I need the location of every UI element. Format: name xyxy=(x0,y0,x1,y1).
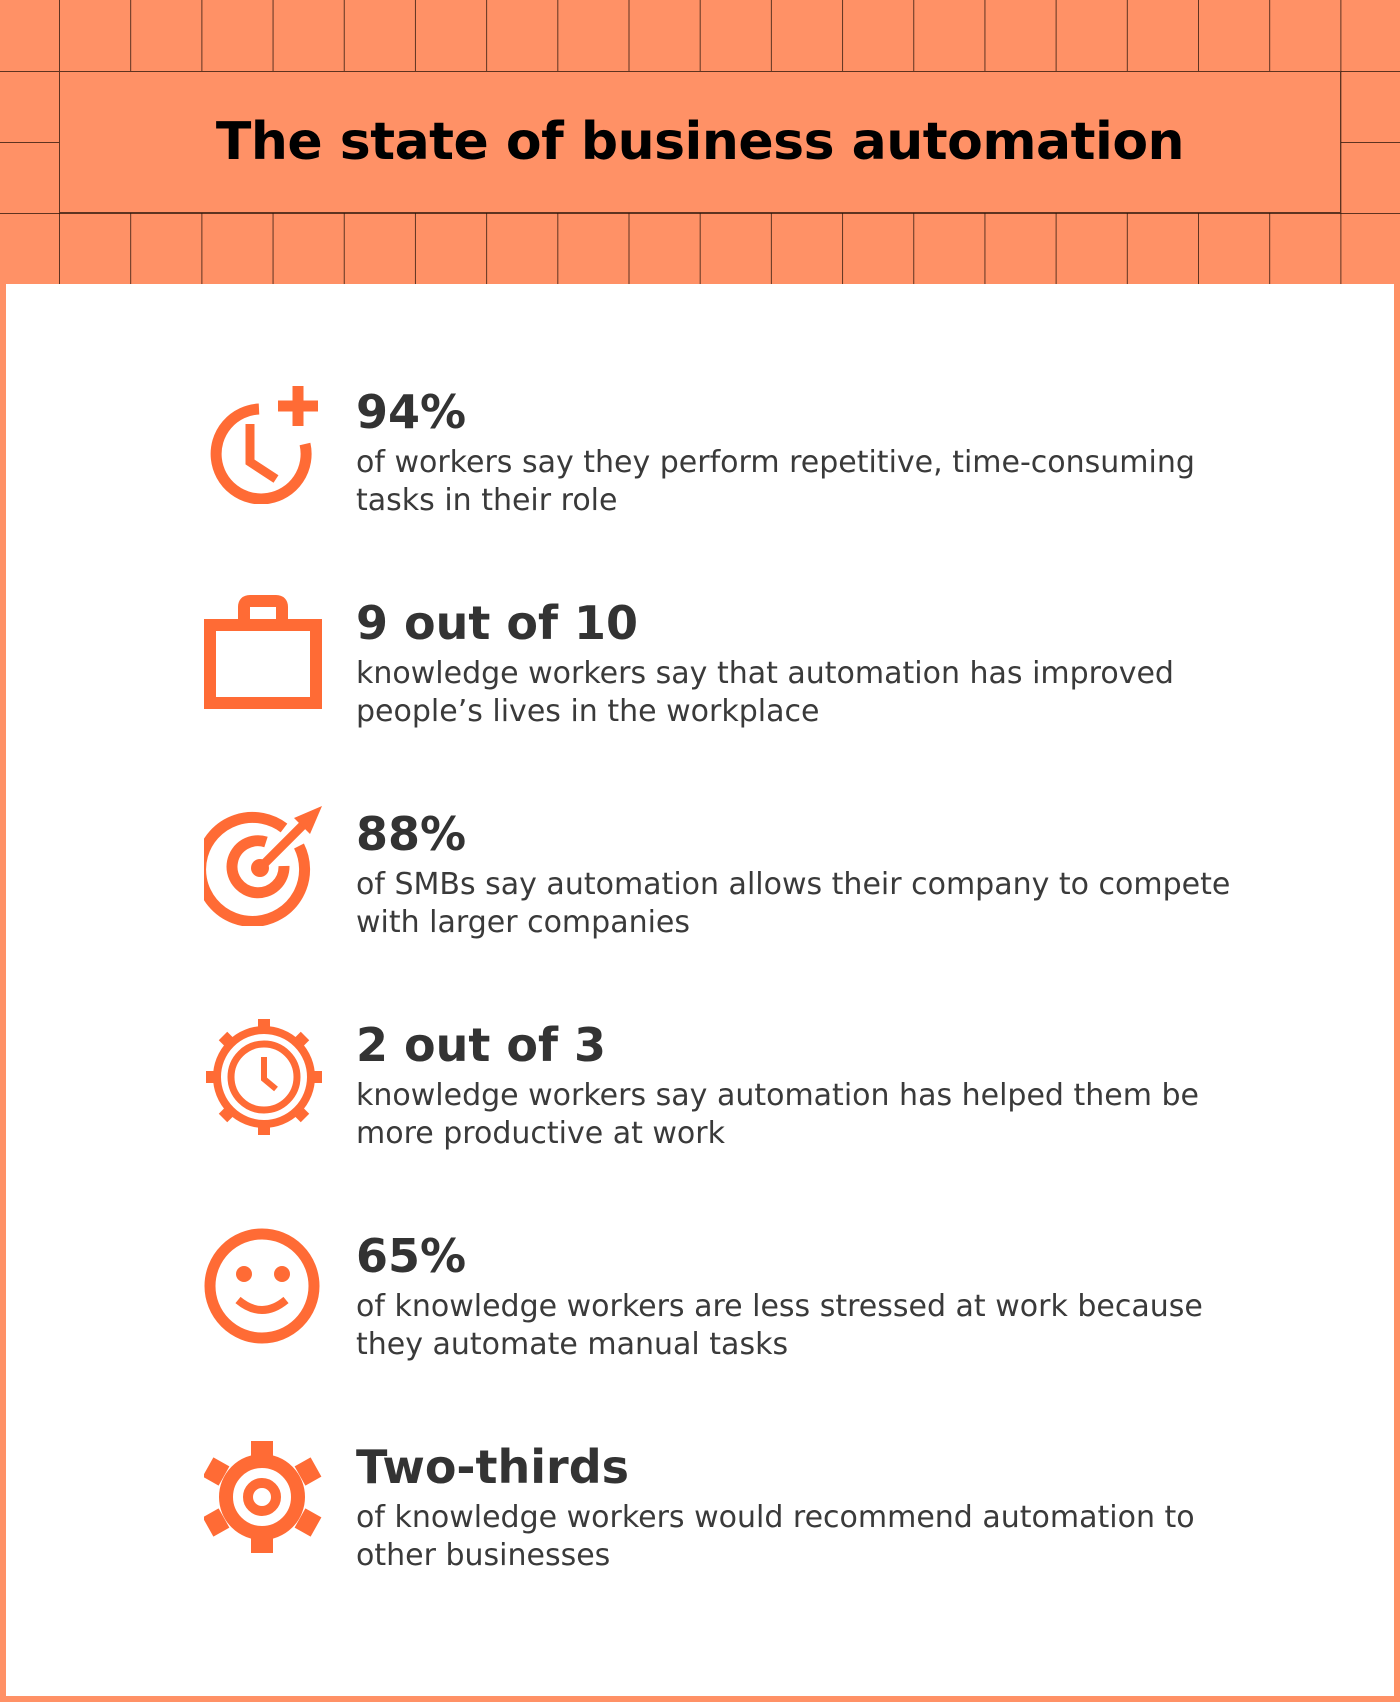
stat-description: of knowledge workers are less stressed a… xyxy=(356,1289,1203,1362)
target-icon xyxy=(204,806,322,926)
stat-item: 65% of knowledge workers are less stress… xyxy=(204,1228,1254,1378)
stat-item: 9 out of 10 knowledge workers say that a… xyxy=(204,595,1254,745)
stat-description: of SMBs say automation allows their comp… xyxy=(356,867,1231,940)
grid-line xyxy=(0,142,59,143)
stat-description: knowledge workers say automation has hel… xyxy=(356,1078,1200,1151)
grid-line xyxy=(1341,142,1400,143)
stat-item: 94% of workers say they perform repetiti… xyxy=(204,384,1254,534)
briefcase-icon xyxy=(204,595,322,709)
clock-plus-icon xyxy=(210,386,318,504)
header-banner: The state of business automation xyxy=(0,0,1400,284)
gear-icon xyxy=(204,1441,322,1553)
stat-item: Two-thirds of knowledge workers would re… xyxy=(204,1439,1254,1589)
stat-value: 2 out of 3 xyxy=(356,1018,607,1072)
stat-value: 65% xyxy=(356,1229,467,1283)
stat-description: of workers say they perform repetitive, … xyxy=(356,445,1195,518)
title-band: The state of business automation xyxy=(59,71,1341,213)
grid-line xyxy=(0,213,1400,214)
stat-value: 88% xyxy=(356,807,467,861)
stat-description: knowledge workers say that automation ha… xyxy=(356,656,1174,729)
page-title: The state of business automation xyxy=(215,112,1185,172)
stat-item: 2 out of 3 knowledge workers say automat… xyxy=(204,1017,1254,1167)
stat-value: 9 out of 10 xyxy=(356,596,639,650)
smiley-icon xyxy=(204,1228,320,1344)
content-frame xyxy=(0,284,1400,1702)
stat-description: of knowledge workers would recommend aut… xyxy=(356,1500,1195,1573)
stat-value: 94% xyxy=(356,385,467,439)
gear-clock-icon xyxy=(206,1019,322,1135)
stat-item: 88% of SMBs say automation allows their … xyxy=(204,806,1254,956)
stat-value: Two-thirds xyxy=(356,1440,630,1494)
